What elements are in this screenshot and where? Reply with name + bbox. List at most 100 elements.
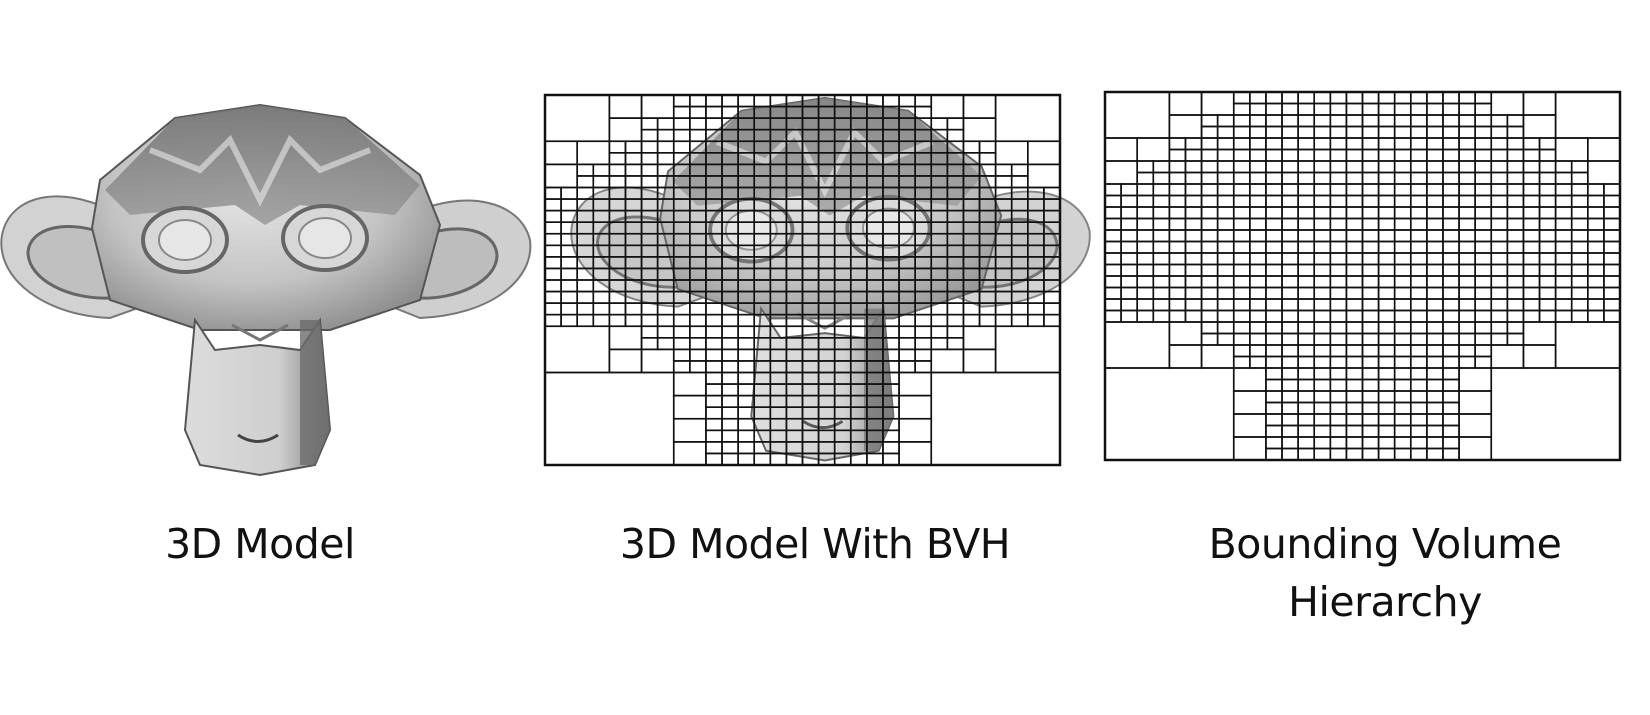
bvh-cell [1104, 91, 1171, 139]
bvh-cell [882, 94, 900, 108]
bvh-cell [1474, 332, 1493, 346]
bvh-cell [1265, 137, 1283, 151]
bvh-cell [1249, 102, 1267, 116]
bvh-cell [1506, 252, 1525, 266]
bvh-cell [1313, 367, 1332, 381]
bvh-cell [1249, 252, 1267, 266]
bvh-cell [1120, 298, 1138, 312]
bvh-cell [1345, 447, 1364, 461]
bvh-cell [1442, 332, 1460, 346]
bvh-cell [1377, 137, 1396, 151]
bvh-cell [1458, 286, 1476, 300]
bvh-cell [1587, 298, 1605, 312]
bvh-cell [544, 267, 562, 281]
bvh-cell [1329, 367, 1348, 381]
bvh-cell [994, 94, 1061, 143]
bvh-cell [1426, 413, 1444, 427]
bvh-cell [1377, 263, 1396, 277]
bvh-cell [1232, 390, 1267, 415]
bvh-cell [1168, 206, 1187, 220]
bvh-cell [1377, 229, 1396, 243]
bvh-cell [1313, 102, 1332, 116]
bvh-cell [1409, 137, 1428, 151]
bvh-cell [1426, 355, 1444, 369]
bvh-cell [705, 429, 723, 443]
bvh-cell [1200, 344, 1235, 369]
bvh-cell [1313, 91, 1332, 105]
bvh-cell [1458, 125, 1476, 139]
bvh-cell [560, 256, 578, 270]
bvh-cell [1249, 229, 1267, 243]
bvh-cell [1027, 140, 1061, 166]
bvh-cell [1587, 217, 1605, 231]
bvh-cell [1361, 367, 1380, 381]
bvh-cell [1570, 263, 1589, 277]
bvh-cell [576, 290, 595, 304]
bvh-cell [1168, 298, 1187, 312]
bvh-cell [737, 441, 756, 455]
bvh-cell [1136, 160, 1155, 174]
bvh-cell [1281, 148, 1299, 162]
bvh-cell [1345, 125, 1364, 139]
bvh-cell [1265, 171, 1283, 185]
bvh-cell [640, 117, 659, 131]
bvh-cell [930, 348, 965, 374]
bvh-cell [1490, 298, 1509, 312]
bvh-cell [1426, 378, 1444, 392]
caption-bounding-volume-hierarchy: Bounding Volume Hierarchy [1208, 520, 1562, 626]
bvh-cell [1216, 229, 1235, 243]
bvh-cell [994, 163, 1013, 177]
bvh-cell [1265, 217, 1283, 231]
bvh-cell [1409, 217, 1428, 231]
bvh-cell [1345, 424, 1364, 438]
bvh-cell [1216, 286, 1235, 300]
bvh-cell [1409, 378, 1428, 392]
bvh-cell [1474, 355, 1493, 369]
bvh-cell [1027, 302, 1045, 316]
bvh-cell [1043, 302, 1061, 316]
bvh-cell [1184, 229, 1203, 243]
bvh-cell [672, 337, 691, 351]
bvh-cell [1538, 206, 1557, 220]
bvh-cell [1393, 160, 1412, 174]
bvh-cell [1490, 321, 1509, 335]
bvh-cell [1377, 378, 1396, 392]
bvh-cell [1265, 275, 1283, 289]
bvh-cell [1490, 91, 1525, 116]
bvh-cell [1297, 194, 1316, 208]
bvh-cell [1377, 240, 1396, 254]
bvh-cell [1345, 194, 1364, 208]
bvh-cell [1554, 91, 1621, 139]
bvh-cell [1265, 252, 1283, 266]
bvh-grid-overlay [543, 93, 1062, 467]
bvh-cell [1200, 321, 1219, 335]
bvh-cell [721, 417, 739, 432]
bvh-cell [1184, 252, 1203, 266]
bvh-cell [721, 348, 739, 362]
bvh-cell [1426, 183, 1444, 197]
bvh-cell [1377, 321, 1396, 335]
bvh-cell [1409, 321, 1428, 335]
bvh-cell [592, 290, 611, 304]
bvh-cell [1587, 252, 1605, 266]
bvh-cell [1297, 229, 1316, 243]
bvh-cell [1474, 240, 1493, 254]
bvh-cell [1297, 298, 1316, 312]
bvh-cell [1281, 332, 1299, 346]
bvh-cell [1474, 194, 1493, 208]
bvh-cell [1603, 286, 1621, 300]
bvh-cell [1232, 91, 1251, 105]
bvh-cell [1570, 194, 1589, 208]
bvh-cell [1281, 447, 1299, 461]
bvh-cell [1490, 275, 1509, 289]
bvh-cell [1506, 137, 1525, 151]
bvh-cell [1043, 313, 1061, 328]
bvh-cell [1426, 367, 1444, 381]
bvh-cell [1329, 378, 1348, 392]
bvh-cell [1265, 344, 1283, 358]
bvh-cell [1538, 194, 1557, 208]
bvh-cell [1281, 183, 1299, 197]
bvh-cell [1345, 378, 1364, 392]
bvh-cell [1377, 355, 1396, 369]
bvh-cell [1409, 447, 1428, 461]
